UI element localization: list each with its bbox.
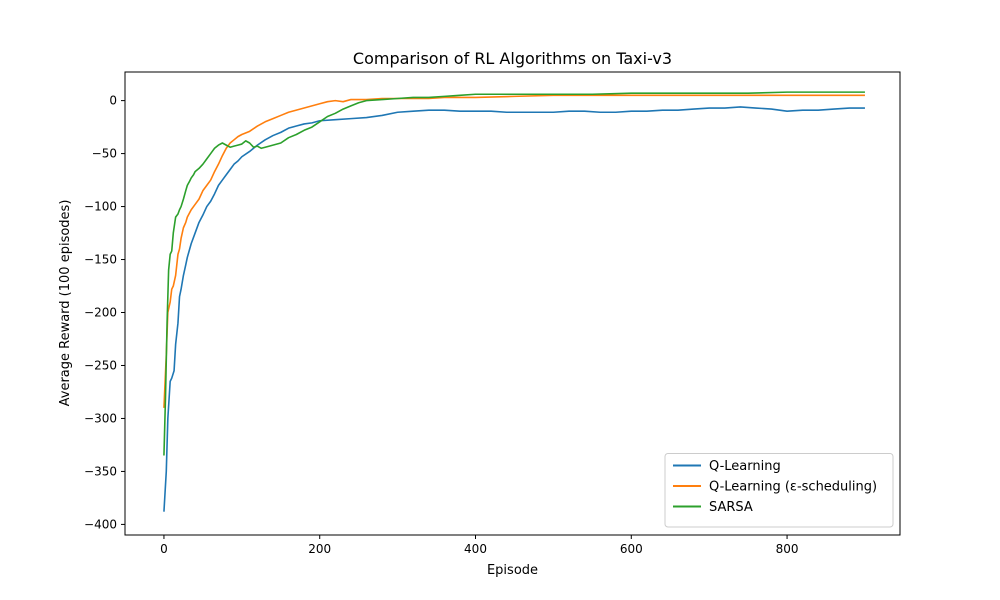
y-tick-label: −400 xyxy=(84,517,117,531)
x-tick-label: 800 xyxy=(776,542,799,556)
y-tick-label: −300 xyxy=(84,411,117,425)
x-axis-label: Episode xyxy=(487,563,538,578)
axes-frame xyxy=(124,71,901,536)
x-tick-label: 0 xyxy=(160,542,168,556)
y-axis-label: Average Reward (100 episodes) xyxy=(58,200,73,407)
y-tick-label: −200 xyxy=(84,306,117,320)
series-line-2 xyxy=(163,94,865,408)
chart-title: Comparison of RL Algorithms on Taxi-v3 xyxy=(353,49,672,68)
y-tick-label: −100 xyxy=(84,200,117,214)
legend-box xyxy=(664,453,894,528)
plot-area: 0 200 400 600 800 0 −50 −100 −150 −200 −250 −300 −35… xyxy=(84,71,901,556)
legend: Q-Learning Q-Learning (ε-scheduling) SARSA xyxy=(664,453,894,528)
legend-label: Q-Learning (ε-scheduling) xyxy=(709,480,877,495)
y-tick-label: −350 xyxy=(84,464,117,478)
legend-label: Q-Learning xyxy=(709,459,781,474)
x-tick-label: 600 xyxy=(620,542,643,556)
series-line-3 xyxy=(163,91,865,456)
x-tick-label: 200 xyxy=(308,542,331,556)
y-tick-label: −250 xyxy=(84,358,117,372)
y-tick-label: −150 xyxy=(84,253,117,267)
series-line-1 xyxy=(163,106,865,512)
y-tick-label: −50 xyxy=(92,147,117,161)
x-tick-label: 400 xyxy=(464,542,487,556)
legend-label: SARSA xyxy=(709,500,753,515)
y-tick-label: 0 xyxy=(109,94,117,108)
